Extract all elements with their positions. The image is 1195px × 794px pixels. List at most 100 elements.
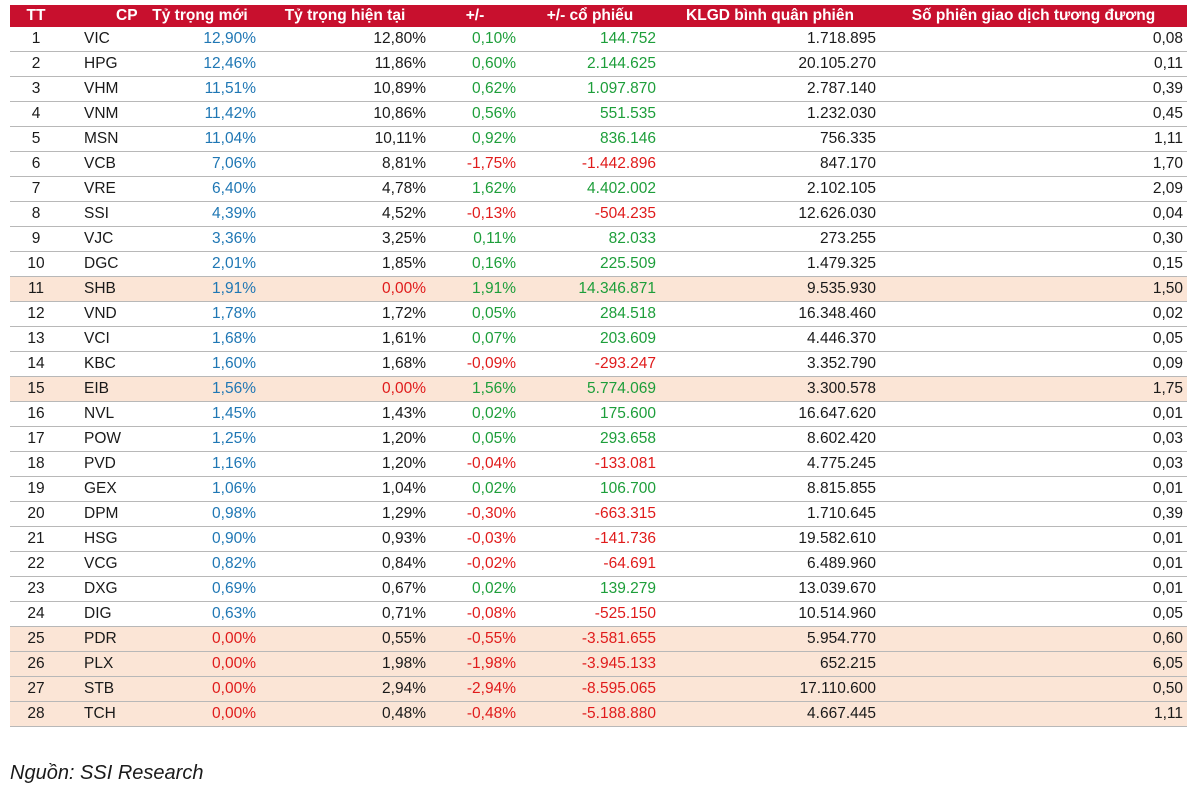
cell-change-shares: 551.535 — [520, 101, 660, 127]
cell-change-shares: -64.691 — [520, 551, 660, 577]
cell-sessions: 0,60 — [880, 626, 1187, 652]
cell-tt: 8 — [10, 201, 62, 227]
cell-sessions: 0,45 — [880, 101, 1187, 127]
cell-current-weight: 1,04% — [260, 476, 430, 502]
header-current-weight: Tỷ trọng hiện tại — [260, 5, 430, 27]
cell-cp: DXG — [62, 576, 140, 602]
cell-cp: VIC — [62, 27, 140, 52]
cell-new-weight: 1,60% — [140, 351, 260, 377]
cell-change: -1,98% — [430, 651, 520, 677]
cell-cp: PVD — [62, 451, 140, 477]
cell-tt: 28 — [10, 701, 62, 727]
cell-current-weight: 1,85% — [260, 251, 430, 277]
cell-sessions: 1,70 — [880, 151, 1187, 177]
cell-current-weight: 0,48% — [260, 701, 430, 727]
cell-change: 0,02% — [430, 476, 520, 502]
cell-current-weight: 0,93% — [260, 526, 430, 552]
cell-new-weight: 0,00% — [140, 626, 260, 652]
cell-avg-volume: 17.110.600 — [660, 676, 880, 702]
cell-new-weight: 1,68% — [140, 326, 260, 352]
cell-change: 1,62% — [430, 176, 520, 202]
cell-cp: DIG — [62, 601, 140, 627]
cell-change-shares: 14.346.871 — [520, 276, 660, 302]
cell-cp: VCI — [62, 326, 140, 352]
cell-cp: MSN — [62, 126, 140, 152]
cell-tt: 12 — [10, 301, 62, 327]
cell-change: 0,60% — [430, 51, 520, 77]
cell-new-weight: 7,06% — [140, 151, 260, 177]
cell-new-weight: 1,78% — [140, 301, 260, 327]
cell-new-weight: 2,01% — [140, 251, 260, 277]
table-row: 13 VCI 1,68% 1,61% 0,07% 203.609 4.446.370 0,05 — [10, 326, 1187, 352]
table-header-row: TT CP Tỷ trọng mới Tỷ trọng hiện tại +/-… — [10, 5, 1187, 27]
table-row: 25 PDR 0,00% 0,55% -0,55% -3.581.655 5.954.770… — [10, 626, 1187, 652]
cell-cp: SHB — [62, 276, 140, 302]
cell-tt: 21 — [10, 526, 62, 552]
cell-change-shares: -141.736 — [520, 526, 660, 552]
cell-sessions: 0,01 — [880, 526, 1187, 552]
cell-tt: 14 — [10, 351, 62, 377]
cell-sessions: 0,30 — [880, 226, 1187, 252]
cell-current-weight: 0,71% — [260, 601, 430, 627]
table-row: 8 SSI 4,39% 4,52% -0,13% -504.235 12.626.030 0,… — [10, 201, 1187, 227]
cell-current-weight: 1,68% — [260, 351, 430, 377]
cell-current-weight: 2,94% — [260, 676, 430, 702]
cell-new-weight: 11,51% — [140, 76, 260, 102]
cell-cp: STB — [62, 676, 140, 702]
cell-avg-volume: 8.815.855 — [660, 476, 880, 502]
cell-current-weight: 1,20% — [260, 426, 430, 452]
table-row: 12 VND 1,78% 1,72% 0,05% 284.518 16.348.460 0,0… — [10, 301, 1187, 327]
cell-sessions: 0,01 — [880, 401, 1187, 427]
cell-new-weight: 6,40% — [140, 176, 260, 202]
cell-change: 0,05% — [430, 301, 520, 327]
cell-current-weight: 12,80% — [260, 27, 430, 52]
cell-new-weight: 12,46% — [140, 51, 260, 77]
cell-change: 0,10% — [430, 27, 520, 52]
cell-new-weight: 4,39% — [140, 201, 260, 227]
cell-current-weight: 1,29% — [260, 501, 430, 527]
cell-sessions: 0,39 — [880, 76, 1187, 102]
cell-cp: VNM — [62, 101, 140, 127]
cell-change: -2,94% — [430, 676, 520, 702]
cell-cp: DPM — [62, 501, 140, 527]
cell-change-shares: 139.279 — [520, 576, 660, 602]
cell-sessions: 0,50 — [880, 676, 1187, 702]
cell-tt: 10 — [10, 251, 62, 277]
cell-sessions: 0,01 — [880, 476, 1187, 502]
cell-new-weight: 1,91% — [140, 276, 260, 302]
cell-change-shares: 1.097.870 — [520, 76, 660, 102]
cell-sessions: 1,50 — [880, 276, 1187, 302]
table-row: 3 VHM 11,51% 10,89% 0,62% 1.097.870 2.787.140 0… — [10, 76, 1187, 102]
table-row: 18 PVD 1,16% 1,20% -0,04% -133.081 4.775.245 0,… — [10, 451, 1187, 477]
cell-tt: 11 — [10, 276, 62, 302]
cell-tt: 18 — [10, 451, 62, 477]
cell-current-weight: 0,00% — [260, 376, 430, 402]
cell-cp: VRE — [62, 176, 140, 202]
cell-new-weight: 0,00% — [140, 651, 260, 677]
cell-avg-volume: 3.300.578 — [660, 376, 880, 402]
cell-change-shares: -8.595.065 — [520, 676, 660, 702]
cell-current-weight: 10,11% — [260, 126, 430, 152]
cell-avg-volume: 1.232.030 — [660, 101, 880, 127]
cell-sessions: 0,03 — [880, 426, 1187, 452]
cell-change: -0,13% — [430, 201, 520, 227]
cell-change: -0,02% — [430, 551, 520, 577]
cell-sessions: 0,09 — [880, 351, 1187, 377]
cell-sessions: 0,02 — [880, 301, 1187, 327]
table-row: 9 VJC 3,36% 3,25% 0,11% 82.033 273.255 0,30 — [10, 226, 1187, 252]
cell-change-shares: 175.600 — [520, 401, 660, 427]
header-cp: CP — [62, 5, 140, 27]
cell-current-weight: 0,67% — [260, 576, 430, 602]
cell-avg-volume: 1.710.645 — [660, 501, 880, 527]
cell-avg-volume: 1.718.895 — [660, 27, 880, 52]
cell-tt: 15 — [10, 376, 62, 402]
cell-tt: 5 — [10, 126, 62, 152]
header-avg-volume: KLGD bình quân phiên — [660, 5, 880, 27]
cell-avg-volume: 4.775.245 — [660, 451, 880, 477]
table-row: 24 DIG 0,63% 0,71% -0,08% -525.150 10.514.960 0… — [10, 601, 1187, 627]
cell-sessions: 0,11 — [880, 51, 1187, 77]
cell-sessions: 0,01 — [880, 576, 1187, 602]
cell-tt: 24 — [10, 601, 62, 627]
cell-current-weight: 4,78% — [260, 176, 430, 202]
cell-current-weight: 11,86% — [260, 51, 430, 77]
